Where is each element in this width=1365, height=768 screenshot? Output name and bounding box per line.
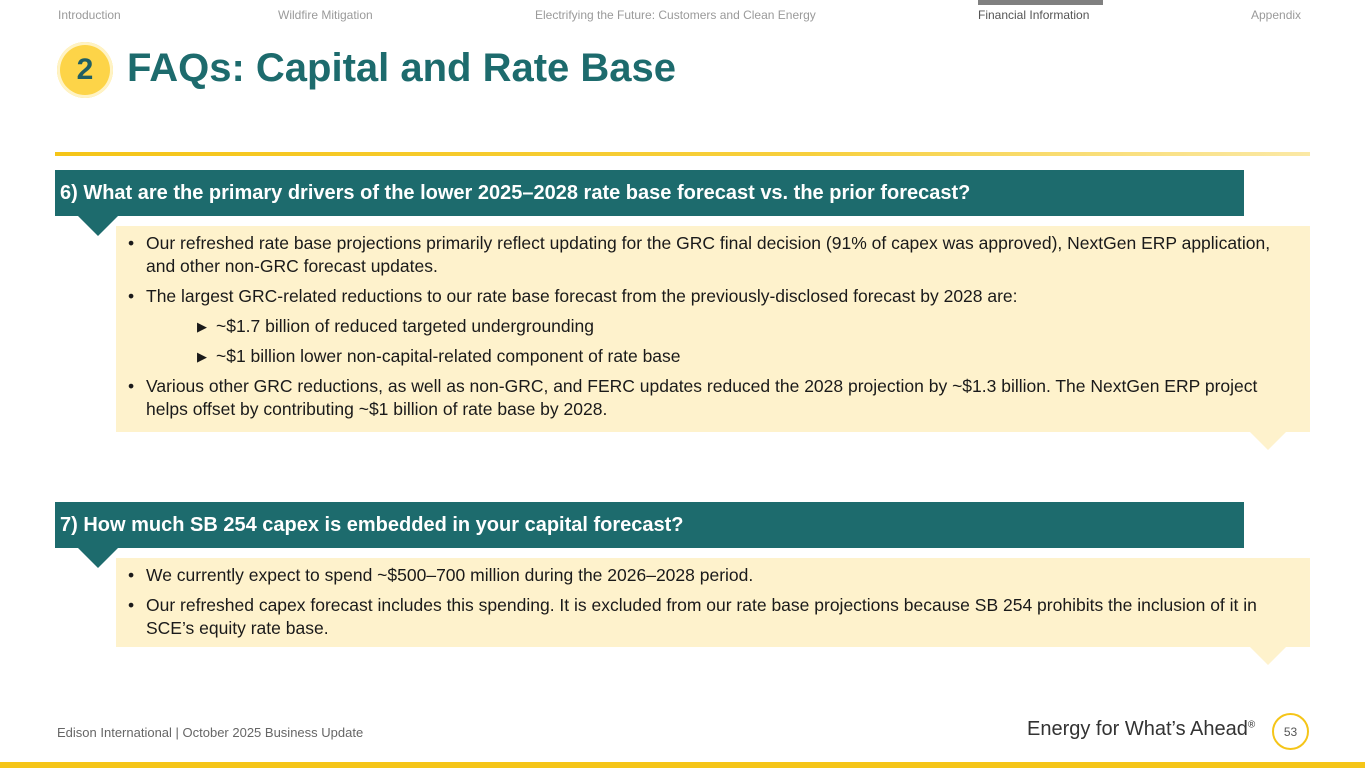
answer-6-sub-bullets: ▶ ~$1.7 billion of reduced targeted unde… xyxy=(146,315,1300,368)
nav-item-appendix[interactable]: Appendix xyxy=(1251,8,1302,22)
sub-bullet-text: ~$1.7 billion of reduced targeted underg… xyxy=(216,316,594,336)
nav-item-wildfire-mitigation[interactable]: Wildfire Mitigation xyxy=(278,8,373,22)
faq-question-7: 7) How much SB 254 capex is embedded in … xyxy=(55,502,1244,548)
faq-answer-7: We currently expect to spend ~$500–700 m… xyxy=(116,558,1310,647)
section-number-badge: 2 xyxy=(57,42,113,98)
footer-company: Edison International | October 2025 Busi… xyxy=(57,725,364,740)
section-number: 2 xyxy=(76,53,94,86)
faq-question-6-text: 6) What are the primary drivers of the l… xyxy=(60,181,971,204)
bottom-accent-bar xyxy=(0,762,1365,768)
question-pointer xyxy=(78,216,118,236)
page-number: 53 xyxy=(1272,713,1309,750)
triangle-bullet-icon: ▶ xyxy=(197,349,207,364)
triangle-bullet-icon: ▶ xyxy=(197,319,207,334)
nav-active-indicator xyxy=(978,0,1103,5)
registered-mark: ® xyxy=(1247,719,1256,731)
tagline-text: Energy for What’s Ahead xyxy=(1027,718,1248,740)
answer-6-sub-bullet-2: ▶ ~$1 billion lower non-capital-related … xyxy=(146,345,1300,368)
answer-6-bullet-3: Various other GRC reductions, as well as… xyxy=(126,375,1300,421)
question-pointer xyxy=(78,548,118,568)
answer-6-bullets: Our refreshed rate base projections prim… xyxy=(126,232,1300,421)
answer-7-bullets: We currently expect to spend ~$500–700 m… xyxy=(126,564,1300,640)
nav-item-introduction[interactable]: Introduction xyxy=(58,8,121,22)
footer-tagline: Energy for What’s Ahead® xyxy=(1027,718,1255,741)
answer-7-bullet-2: Our refreshed capex forecast includes th… xyxy=(126,594,1300,640)
page-number-text: 53 xyxy=(1283,724,1298,739)
answer-6-sub-bullet-1: ▶ ~$1.7 billion of reduced targeted unde… xyxy=(146,315,1300,338)
answer-6-bullet-1: Our refreshed rate base projections prim… xyxy=(126,232,1300,278)
faq-answer-6: Our refreshed rate base projections prim… xyxy=(116,226,1310,432)
answer-pointer xyxy=(1250,647,1286,665)
title-divider xyxy=(55,152,1310,156)
nav-item-electrifying-the-future[interactable]: Electrifying the Future: Customers and C… xyxy=(535,8,816,22)
faq-question-7-text: 7) How much SB 254 capex is embedded in … xyxy=(60,513,684,536)
answer-6-bullet-2-text: The largest GRC-related reductions to ou… xyxy=(146,286,1018,306)
sub-bullet-text: ~$1 billion lower non-capital-related co… xyxy=(216,346,681,366)
top-navigation: Introduction Wildfire Mitigation Electri… xyxy=(0,0,1365,30)
page-title: FAQs: Capital and Rate Base xyxy=(127,46,677,90)
answer-6-bullet-2: The largest GRC-related reductions to ou… xyxy=(126,285,1300,368)
faq-question-6: 6) What are the primary drivers of the l… xyxy=(55,170,1244,216)
answer-pointer xyxy=(1250,432,1286,450)
nav-item-financial-information[interactable]: Financial Information xyxy=(978,8,1090,22)
answer-7-bullet-1: We currently expect to spend ~$500–700 m… xyxy=(126,564,1300,587)
